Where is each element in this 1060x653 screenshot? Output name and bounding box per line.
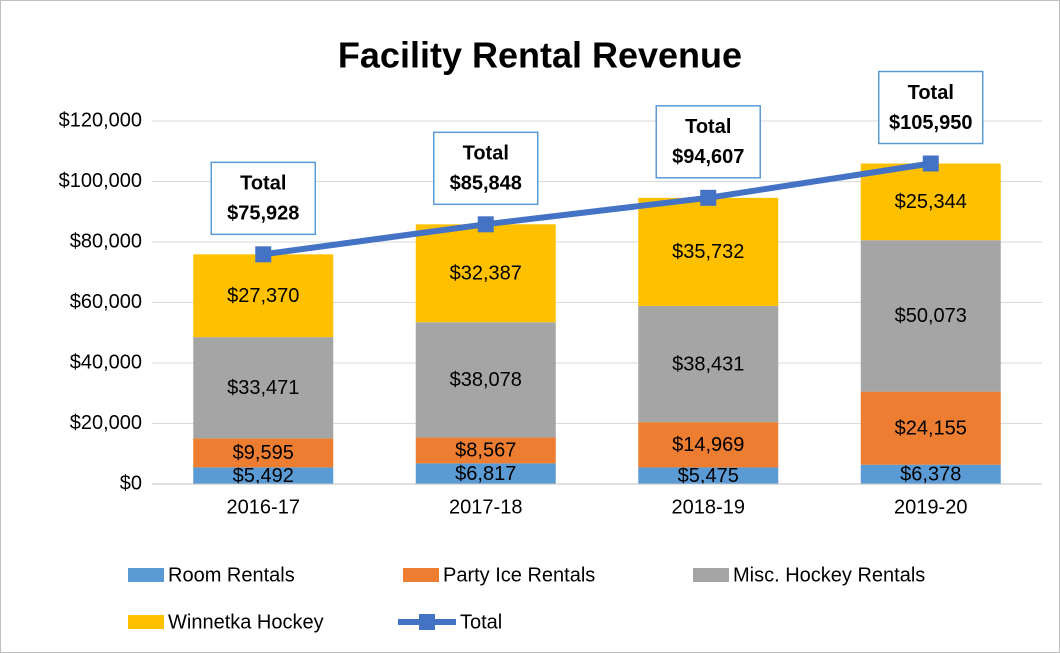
legend-marker (419, 614, 435, 630)
total-label-value: $105,950 (889, 112, 972, 134)
data-label: $9,595 (233, 442, 294, 464)
data-label: $33,471 (227, 377, 299, 399)
bar-segment (415, 437, 556, 464)
bar-segment (415, 224, 556, 323)
bar-segment (415, 322, 556, 438)
data-label: $8,567 (455, 440, 516, 462)
line-marker (477, 216, 494, 233)
bar-segment (638, 197, 779, 306)
x-tick-label: 2017-18 (449, 496, 522, 518)
total-label-box (655, 105, 761, 179)
data-label: $5,492 (233, 465, 294, 487)
x-tick-label: 2018-19 (672, 496, 745, 518)
total-label-box (433, 131, 539, 206)
legend-label: Room Rentals (168, 564, 295, 586)
data-label: $25,344 (895, 191, 967, 213)
y-tick-label: $40,000 (70, 351, 142, 373)
total-label-value: $94,607 (672, 146, 744, 168)
legend-label: Misc. Hockey Rentals (733, 564, 925, 586)
bar-segment (193, 467, 334, 484)
bar-segment (193, 254, 334, 338)
total-label-value: $85,848 (450, 173, 522, 195)
x-tick-label: 2019-20 (894, 496, 967, 518)
legend-label: Winnetka Hockey (168, 611, 324, 633)
bar-segment (193, 438, 334, 468)
y-tick-label: $100,000 (59, 170, 142, 192)
bar-segment (415, 463, 556, 484)
legend-label: Party Ice Rentals (443, 564, 595, 586)
legend-swatch (693, 568, 729, 582)
bar-segment (860, 240, 1001, 392)
bar-segment (860, 163, 1001, 241)
line-marker (922, 155, 939, 172)
data-label: $5,475 (678, 465, 739, 487)
bar-segment (193, 337, 334, 439)
line-marker (255, 246, 272, 263)
data-label: $32,387 (450, 263, 522, 285)
line-marker (700, 189, 717, 206)
legend-swatch (128, 615, 164, 629)
total-label-value: $75,928 (227, 203, 299, 225)
y-tick-label: $80,000 (70, 230, 142, 252)
y-tick-label: $120,000 (59, 109, 142, 131)
total-label-box (878, 70, 984, 145)
x-tick-label: 2016-17 (227, 496, 300, 518)
bar-segment (860, 391, 1001, 465)
data-label: $35,732 (672, 241, 744, 263)
bar-segment (638, 422, 779, 468)
bar-segment (638, 305, 779, 423)
y-tick-label: $0 (120, 472, 142, 494)
data-label: $6,817 (455, 463, 516, 485)
data-label: $6,378 (900, 464, 961, 486)
total-label-title: Total (240, 173, 286, 195)
data-label: $24,155 (895, 417, 967, 439)
chart-title: Facility Rental Revenue (338, 35, 742, 76)
y-tick-label: $60,000 (70, 291, 142, 313)
legend-swatch (403, 568, 439, 582)
data-label: $38,078 (450, 369, 522, 391)
y-tick-label: $20,000 (70, 412, 142, 434)
data-label: $50,073 (895, 305, 967, 327)
legend-swatch (128, 568, 164, 582)
data-label: $38,431 (672, 353, 744, 375)
total-label-box (210, 161, 316, 236)
legend-label: Total (460, 611, 502, 633)
data-label: $14,969 (672, 434, 744, 456)
data-label: $27,370 (227, 285, 299, 307)
total-label-title: Total (685, 116, 731, 138)
bar-segment (638, 467, 779, 484)
bar-segment (860, 464, 1001, 484)
total-line (262, 160, 932, 258)
total-label-title: Total (908, 82, 954, 104)
total-label-title: Total (463, 143, 509, 165)
